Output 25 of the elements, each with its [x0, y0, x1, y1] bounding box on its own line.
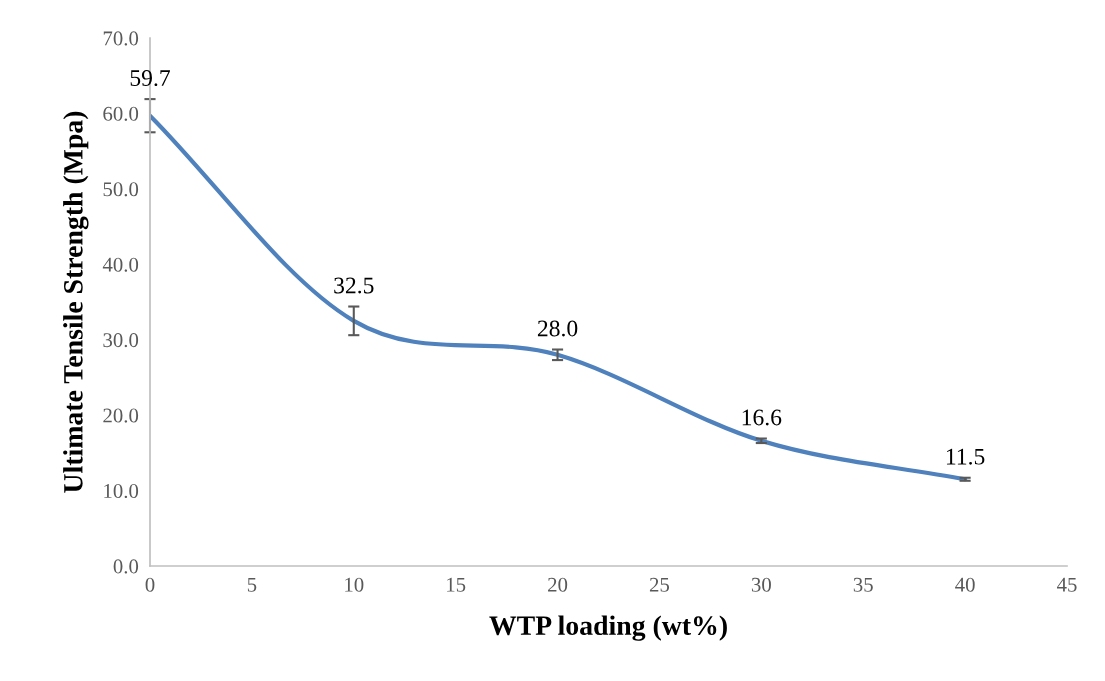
y-tick-label: 20.0 — [103, 408, 139, 423]
data-label: 32.5 — [334, 277, 374, 294]
x-tick-label: 15 — [447, 577, 466, 592]
x-tick-label: 35 — [853, 577, 873, 592]
y-tick-label: 30.0 — [103, 333, 139, 348]
x-tick-label: 0 — [145, 577, 155, 592]
x-tick-label: 40 — [955, 577, 975, 592]
y-tick-label: 0.0 — [113, 559, 139, 574]
data-label: 59.7 — [130, 70, 170, 87]
x-tick-label: 5 — [247, 577, 257, 592]
data-label: 11.5 — [946, 448, 985, 465]
y-tick-label: 10.0 — [104, 483, 139, 499]
x-axis-title: WTP loading (wt%) — [489, 615, 727, 641]
y-tick-label: 40.0 — [102, 257, 139, 272]
x-tick-label: 10 — [345, 577, 364, 592]
data-label: 28.0 — [537, 320, 578, 337]
x-tick-label: 25 — [649, 577, 670, 592]
y-tick-label: 50.0 — [103, 182, 139, 197]
y-tick-label: 70.0 — [103, 31, 139, 46]
y-tick-label: 60.0 — [103, 106, 139, 121]
x-tick-label: 30 — [751, 577, 771, 592]
y-axis-title: Ultimate Tensile Strength (Mpa) — [63, 111, 89, 493]
x-tick-label: 20 — [548, 577, 568, 592]
data-label: 16.6 — [742, 409, 782, 426]
x-tick-label: 45 — [1056, 577, 1077, 592]
